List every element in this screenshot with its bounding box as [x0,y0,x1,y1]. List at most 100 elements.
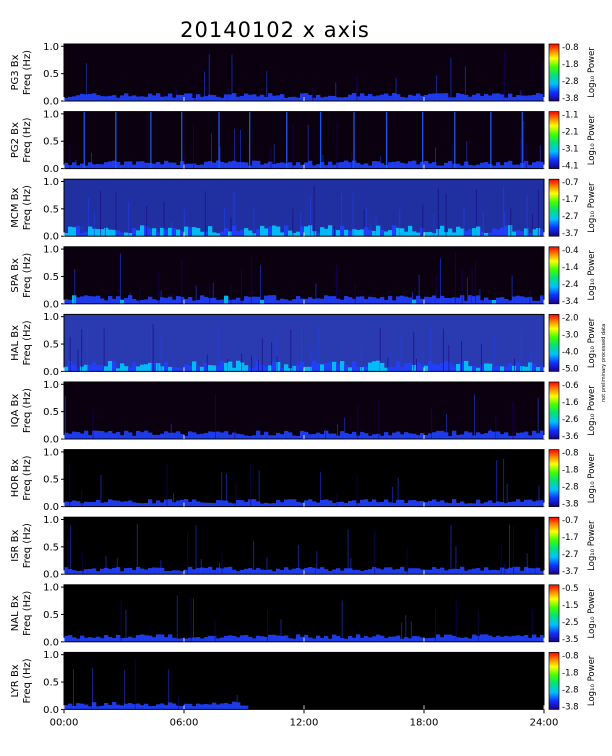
y-tick-label: 0.5 [43,407,59,418]
station-label: IQA Bx [10,394,21,428]
freq-axis-label: Freq (Hz) [22,185,33,230]
y-tick-label: 1.0 [43,583,59,594]
y-tick-label: 0.0 [43,705,59,716]
y-tick-label: 1.0 [43,245,59,256]
station-label: HAL Bx [10,325,21,361]
y-tick-label: 0.5 [43,542,59,553]
panel-spa: 0.0 0.5 1.0 SPA Bx Freq (Hz) -0.4 -1.4 -2.4 -3.4… [10,245,597,311]
colorbar-tick-label: -3.4 [562,297,579,307]
colorbar-tick-label: -3.8 [562,702,579,712]
colorbar-tick-label: -0.7 [562,178,579,188]
y-tick-label: 0.0 [43,570,59,581]
colorbar [548,246,560,305]
colorbar-tick-label: -2.4 [562,280,579,290]
colorbar-tick-label: -1.8 [562,466,579,476]
colorbar-tick-label: -2.8 [562,685,579,695]
colorbar-tick-label: -1.7 [562,195,579,205]
colorbar-tick-label: -3.5 [562,635,579,645]
panel-pg2: 0.0 0.5 1.0 PG2 Bx Freq (Hz) -1.1 -2.1 -3.1 -4.1… [10,109,597,175]
colorbar-tick-label: -2.7 [562,550,579,560]
panel-lyr: 0.0 0.5 1.0 LYR Bx Freq (Hz) -0.8 -1.8 -2.8 -3.8… [10,650,597,716]
colorbar [548,449,560,507]
y-tick-label: 0.5 [43,204,59,215]
colorbar [548,516,560,575]
chart-title: 20140102 x axis [180,18,370,42]
freq-axis-label: Freq (Hz) [22,591,33,636]
colorbar [548,381,560,440]
colorbar-label: Log₁₀ Power [587,47,597,98]
colorbar-label: Log₁₀ Power [587,114,597,165]
colorbar-tick-label: -1.8 [562,668,579,678]
colorbar-tick-label: -2.7 [562,212,579,222]
y-tick-label: 0.5 [43,340,59,351]
colorbar [548,43,560,102]
y-tick-label: 0.5 [43,137,59,148]
y-tick-label: 1.0 [43,177,59,188]
colorbar-tick-label: -1.6 [562,398,579,408]
y-tick-label: 1.0 [43,109,59,120]
colorbar-tick-label: -2.1 [562,128,579,138]
freq-axis-label: Freq (Hz) [22,117,33,162]
colorbar-tick-label: -3.6 [562,432,579,442]
colorbar-label: Log₁₀ Power [587,250,597,301]
colorbar-label: Log₁₀ Power [587,452,597,503]
freq-axis-label: Freq (Hz) [22,658,33,703]
colorbar [548,314,560,372]
y-tick-label: 0.0 [43,232,59,243]
panel-iqa: 0.0 0.5 1.0 IQA Bx Freq (Hz) -0.6 -1.6 -2.6 -3.6… [10,380,597,446]
spectrogram-background [64,111,544,169]
y-tick-label: 1.0 [43,380,59,391]
spectrogram-texture [64,393,545,439]
colorbar-tick-label: -1.4 [562,263,579,273]
colorbar-label: Log₁₀ Power [587,655,597,706]
colorbar-tick-label: -0.4 [562,246,579,256]
y-tick-label: 0.5 [43,475,59,486]
colorbar-tick-label: -2.8 [562,483,579,493]
station-label: HOR Bx [10,459,21,497]
colorbar-label: Log₁₀ Power [587,520,597,571]
panel-pg3: 0.0 0.5 1.0 PG3 Bx Freq (Hz) -0.8 -1.8 -2.8 -3.8… [10,42,597,108]
time-axis: 00:00 06:00 12:00 18:00 24:00 [50,709,558,728]
spectrogram-background [64,246,544,304]
spectrogram-texture [64,185,545,237]
x-tick-label: 00:00 [50,717,79,728]
y-tick-label: 0.5 [43,678,59,689]
colorbar-tick-label: -2.8 [562,77,579,87]
y-tick-label: 0.0 [43,367,59,378]
x-tick-label: 18:00 [410,717,439,728]
station-label: PG3 Bx [10,54,21,90]
y-tick-label: 0.0 [43,502,59,513]
colorbar [548,111,560,169]
station-label: LYR Bx [10,664,21,697]
panel-hor: 0.0 0.5 1.0 HOR Bx Freq (Hz) -0.8 -1.8 -2.8 -3.8… [10,447,597,513]
colorbar [548,652,560,710]
panel-mcm: 0.0 0.5 1.0 MCM Bx Freq (Hz) -0.7 -1.7 -2.7 -3.7… [10,177,597,243]
freq-axis-label: Freq (Hz) [22,455,33,500]
colorbar-tick-label: -3.7 [562,229,579,239]
y-tick-label: 1.0 [43,650,59,661]
colorbar-label: Log₁₀ Power [587,385,597,436]
y-tick-label: 1.0 [43,447,59,458]
spectrogram-texture [64,51,545,101]
y-tick-label: 0.0 [43,97,59,108]
colorbar [548,178,560,237]
spectrogram-texture [64,111,545,169]
station-label: PG2 Bx [10,122,21,158]
colorbar-tick-label: -1.8 [562,60,579,70]
spectrogram-texture [64,595,545,642]
colorbar-tick-label: -1.1 [562,111,579,121]
x-tick-label: 12:00 [290,717,319,728]
y-tick-label: 0.0 [43,299,59,310]
station-label: MCM Bx [10,188,21,228]
colorbar-tick-label: -4.0 [562,347,579,357]
freq-axis-label: Freq (Hz) [22,523,33,568]
colorbar-label: Log₁₀ Power [587,317,597,368]
spectrogram-texture [64,252,545,304]
colorbar-tick-label: -3.8 [562,500,579,510]
station-label: NAL Bx [10,595,21,631]
freq-axis-label: Freq (Hz) [22,388,33,433]
colorbar-tick-label: -0.8 [562,43,579,53]
colorbar-tick-label: -1.7 [562,533,579,543]
colorbar-tick-label: -3.8 [562,94,579,104]
spectrogram-texture [64,523,545,575]
